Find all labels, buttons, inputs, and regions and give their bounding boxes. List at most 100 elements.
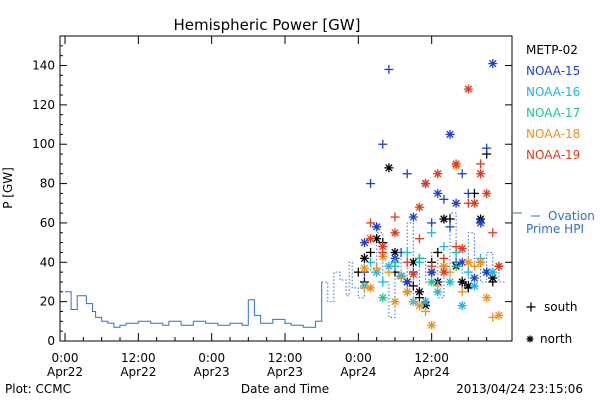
south-marker: [366, 247, 376, 257]
north-marker: [372, 222, 382, 232]
legend-item: NOAA-16: [526, 85, 580, 99]
south-marker-label: south: [544, 300, 578, 314]
north-marker: [469, 273, 479, 283]
south-marker: [439, 242, 449, 252]
north-marker: [488, 273, 498, 283]
north-marker: [445, 129, 455, 139]
south-marker: [402, 247, 412, 257]
south-marker: [414, 253, 424, 263]
south-marker: [366, 218, 376, 228]
north-marker: [451, 198, 461, 208]
y-tick-label: 80: [40, 177, 55, 191]
north-marker: [421, 297, 431, 307]
north-marker: [427, 277, 437, 287]
south-marker: [427, 218, 437, 228]
north-marker: [384, 261, 394, 271]
x-tick-date-label: Apr23: [194, 365, 230, 379]
north-marker: [494, 310, 504, 320]
south-marker: [482, 143, 492, 153]
north-marker: [526, 335, 534, 343]
y-tick-label: 40: [40, 255, 55, 269]
south-marker: [390, 257, 400, 267]
north-marker: [476, 257, 486, 267]
y-axis-label: P [GW]: [1, 167, 15, 209]
ovation-hpi-layer: [65, 212, 505, 328]
south-marker: [469, 261, 479, 271]
north-marker: [414, 287, 424, 297]
south-marker: [439, 253, 449, 263]
south-marker: [378, 139, 388, 149]
south-marker: [476, 159, 486, 169]
north-marker: [366, 234, 376, 244]
x-axis: 0:00Apr2212:00Apr220:00Apr2312:00Apr230:…: [47, 36, 488, 379]
south-marker: [457, 169, 467, 179]
south-marker: [366, 179, 376, 189]
y-tick-label: 20: [40, 295, 55, 309]
south-marker: [451, 261, 461, 271]
marker-key: south north: [526, 300, 578, 346]
north-marker: [494, 261, 504, 271]
x-tick-time-label: 0:00: [52, 351, 79, 365]
south-marker: [488, 312, 498, 322]
north-marker: [457, 277, 467, 287]
north-marker: [488, 59, 498, 69]
south-marker: [384, 64, 394, 74]
y-tick-label: 100: [32, 137, 55, 151]
plot-area: [59, 35, 513, 342]
north-marker: [451, 159, 461, 169]
south-marker: [463, 188, 473, 198]
north-marker: [469, 281, 479, 291]
north-marker: [433, 169, 443, 179]
south-marker: [427, 261, 437, 271]
x-tick-time-label: 0:00: [198, 351, 225, 365]
ovation-legend-label-1: Ovation: [548, 209, 595, 223]
south-marker: [378, 277, 388, 287]
north-marker: [482, 188, 492, 198]
south-marker: [445, 222, 455, 232]
x-axis-label: Date and Time: [241, 382, 329, 396]
legend-item: NOAA-19: [526, 148, 580, 162]
south-marker: [408, 297, 418, 307]
south-marker: [390, 212, 400, 222]
south-marker: [427, 228, 437, 238]
ovation-hpi-line-dotted: [321, 212, 505, 318]
north-marker: [457, 244, 467, 254]
x-tick-date-label: Apr23: [267, 365, 303, 379]
north-marker: [408, 212, 418, 222]
north-marker: [427, 320, 437, 330]
footer-timestamp: 2013/04/24 23:15:06: [456, 382, 583, 396]
y-axis: 0 20 40 60 80 100 120 140: [32, 35, 512, 348]
north-marker: [488, 267, 498, 277]
legend: METP-02 NOAA-15 NOAA-16 NOAA-17 NOAA-18 NOAA-…: [526, 43, 580, 162]
satellite-markers-layer: [353, 59, 504, 330]
north-marker: [414, 301, 424, 311]
south-marker: [433, 247, 443, 257]
legend-item: NOAA-18: [526, 127, 580, 141]
north-marker: [390, 228, 400, 238]
north-marker: [463, 257, 473, 267]
south-marker: [421, 306, 431, 316]
north-marker: [384, 163, 394, 173]
south-marker: [366, 257, 376, 267]
north-marker: [378, 293, 388, 303]
south-marker: [372, 263, 382, 273]
north-marker: [390, 297, 400, 307]
south-marker: [384, 267, 394, 277]
north-marker: [439, 267, 449, 277]
south-marker: [433, 281, 443, 291]
y-tick-label: 60: [40, 216, 55, 230]
north-marker: [427, 267, 437, 277]
south-marker: [457, 287, 467, 297]
x-tick-date-label: Apr24: [340, 365, 376, 379]
south-marker-key-icon: [526, 302, 536, 312]
north-marker: [476, 218, 486, 228]
north-marker: [359, 253, 369, 263]
y-tick-label: 120: [32, 98, 55, 112]
north-marker: [378, 242, 388, 252]
north-marker: [414, 202, 424, 212]
x-tick-date-label: Apr22: [120, 365, 156, 379]
north-marker: [366, 283, 376, 293]
north-marker: [445, 277, 455, 287]
north-marker-key-icon: [526, 335, 534, 343]
south-marker: [488, 228, 498, 238]
